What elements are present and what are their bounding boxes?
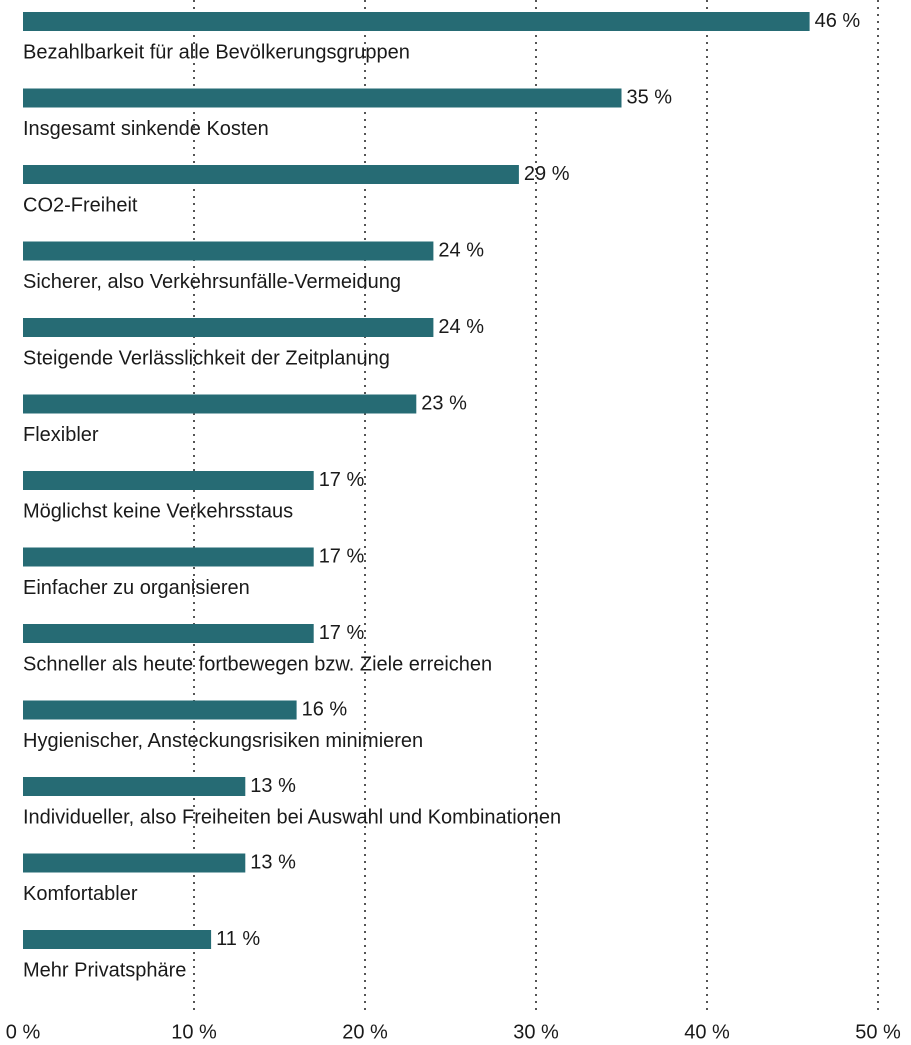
bar: [23, 394, 417, 414]
value-label: 24 %: [438, 239, 484, 261]
category-label: Möglichst keine Verkehrsstaus: [23, 500, 293, 522]
bar: [23, 547, 314, 567]
category-label: Komfortabler: [23, 883, 138, 905]
bar: [23, 241, 434, 261]
category-label: Individueller, also Freiheiten bei Auswa…: [23, 806, 561, 828]
category-label: Hygienischer, Ansteckungsrisiken minimie…: [23, 730, 423, 752]
x-tick-label: 30 %: [513, 1021, 559, 1043]
category-label: Schneller als heute fortbewegen bzw. Zie…: [23, 653, 492, 675]
value-label: 35 %: [627, 86, 673, 108]
x-tick-label: 20 %: [342, 1021, 388, 1043]
category-label: Insgesamt sinkende Kosten: [23, 118, 269, 140]
value-label: 11 %: [216, 928, 260, 950]
x-tick-label: 40 %: [684, 1021, 730, 1043]
value-label: 17 %: [319, 545, 365, 567]
value-label: 16 %: [302, 698, 348, 720]
bar: [23, 318, 434, 337]
x-tick-label: 50 %: [855, 1021, 901, 1043]
bar: [23, 471, 314, 490]
category-label: Flexibler: [23, 424, 99, 446]
value-label: 24 %: [438, 316, 484, 338]
bar: [23, 12, 810, 31]
x-tick-label: 10 %: [171, 1021, 217, 1043]
value-label: 29 %: [524, 163, 570, 185]
category-label: Einfacher zu organisieren: [23, 577, 250, 599]
category-label: Sicherer, also Verkehrsunfälle-Vermeidun…: [23, 271, 401, 293]
x-tick-label: 0 %: [6, 1021, 41, 1043]
bar: [23, 930, 212, 949]
bar: [23, 88, 622, 108]
value-label: 13 %: [250, 851, 296, 873]
category-label: Steigende Verlässlichkeit der Zeitplanun…: [23, 347, 390, 369]
category-label: CO2-Freiheit: [23, 194, 138, 216]
bar: [23, 700, 297, 720]
value-label: 17 %: [319, 469, 365, 491]
bar: [23, 165, 519, 184]
value-label: 13 %: [250, 775, 296, 797]
bar: [23, 777, 246, 796]
value-label: 23 %: [421, 392, 467, 414]
category-label: Bezahlbarkeit für alle Bevölkerungsgrupp…: [23, 41, 410, 63]
category-label: Mehr Privatsphäre: [23, 959, 186, 981]
bar: [23, 624, 314, 643]
value-label: 46 %: [815, 10, 861, 32]
value-label: 17 %: [319, 622, 365, 644]
bar: [23, 853, 246, 873]
